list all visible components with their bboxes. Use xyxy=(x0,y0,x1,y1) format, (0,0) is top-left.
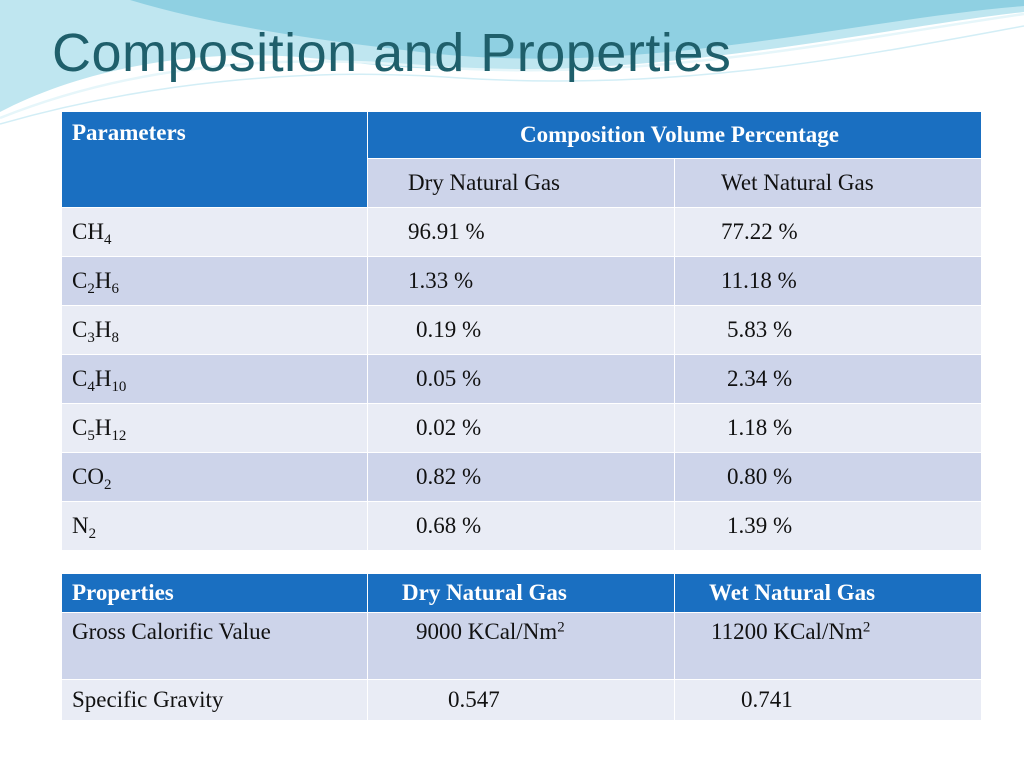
header-parameters: Parameters xyxy=(61,111,368,208)
header-wet: Wet Natural Gas xyxy=(674,573,982,613)
sg-dry: 0.547 xyxy=(367,679,675,721)
formula-cell: CH4 xyxy=(61,207,368,257)
table-row: Gross Calorific Value 9000 KCal/Nm2 1120… xyxy=(61,612,982,680)
wet-value: 0.80 % xyxy=(673,452,983,502)
table-row: C5H12 0.02 % 1.18 % xyxy=(61,403,983,453)
header-dry: Dry Natural Gas xyxy=(367,573,675,613)
table-row: CH4 96.91 % 77.22 % xyxy=(61,207,983,257)
wet-value: 77.22 % xyxy=(673,207,983,257)
subheader-dry: Dry Natural Gas xyxy=(367,158,675,208)
gcv-wet: 11200 KCal/Nm2 xyxy=(674,612,982,680)
wet-value: 5.83 % xyxy=(673,305,983,355)
dry-value: 96.91 % xyxy=(367,207,675,257)
dry-value: 0.05 % xyxy=(367,354,675,404)
wet-value: 2.34 % xyxy=(673,354,983,404)
formula-cell: C3H8 xyxy=(61,305,368,355)
gcv-dry: 9000 KCal/Nm2 xyxy=(367,612,675,680)
wet-value: 11.18 % xyxy=(673,256,983,306)
table-row: N2 0.68 % 1.39 % xyxy=(61,501,983,551)
sg-label: Specific Gravity xyxy=(61,679,368,721)
formula-cell: N2 xyxy=(61,501,368,551)
formula-cell: CO2 xyxy=(61,452,368,502)
wave-decoration xyxy=(0,0,1024,125)
formula-cell: C2H6 xyxy=(61,256,368,306)
dry-value: 0.82 % xyxy=(367,452,675,502)
header-composition-volume: Composition Volume Percentage xyxy=(366,111,983,159)
subheader-wet: Wet Natural Gas xyxy=(673,158,983,208)
dry-value: 0.68 % xyxy=(367,501,675,551)
table-row: Specific Gravity 0.547 0.741 xyxy=(61,679,982,721)
dry-value: 0.02 % xyxy=(367,403,675,453)
table-row: C2H6 1.33 % 11.18 % xyxy=(61,256,983,306)
table-row: C4H10 0.05 % 2.34 % xyxy=(61,354,983,404)
slide-title: Composition and Properties xyxy=(52,23,732,83)
formula-cell: C4H10 xyxy=(61,354,368,404)
composition-subheader-row: Dry Natural Gas Wet Natural Gas xyxy=(62,158,983,208)
gcv-label: Gross Calorific Value xyxy=(61,612,368,680)
properties-table: Properties Dry Natural Gas Wet Natural G… xyxy=(61,573,982,721)
composition-table: Parameters Composition Volume Percentage… xyxy=(61,111,983,551)
dry-value: 0.19 % xyxy=(367,305,675,355)
formula-cell: C5H12 xyxy=(61,403,368,453)
sg-wet: 0.741 xyxy=(674,679,982,721)
header-properties: Properties xyxy=(61,573,368,613)
wet-value: 1.18 % xyxy=(673,403,983,453)
composition-header-row: Parameters Composition Volume Percentage xyxy=(61,111,983,208)
table-row: CO2 0.82 % 0.80 % xyxy=(61,452,983,502)
table-row: C3H8 0.19 % 5.83 % xyxy=(61,305,983,355)
wet-value: 1.39 % xyxy=(673,501,983,551)
dry-value: 1.33 % xyxy=(367,256,675,306)
properties-header-row: Properties Dry Natural Gas Wet Natural G… xyxy=(61,573,982,613)
